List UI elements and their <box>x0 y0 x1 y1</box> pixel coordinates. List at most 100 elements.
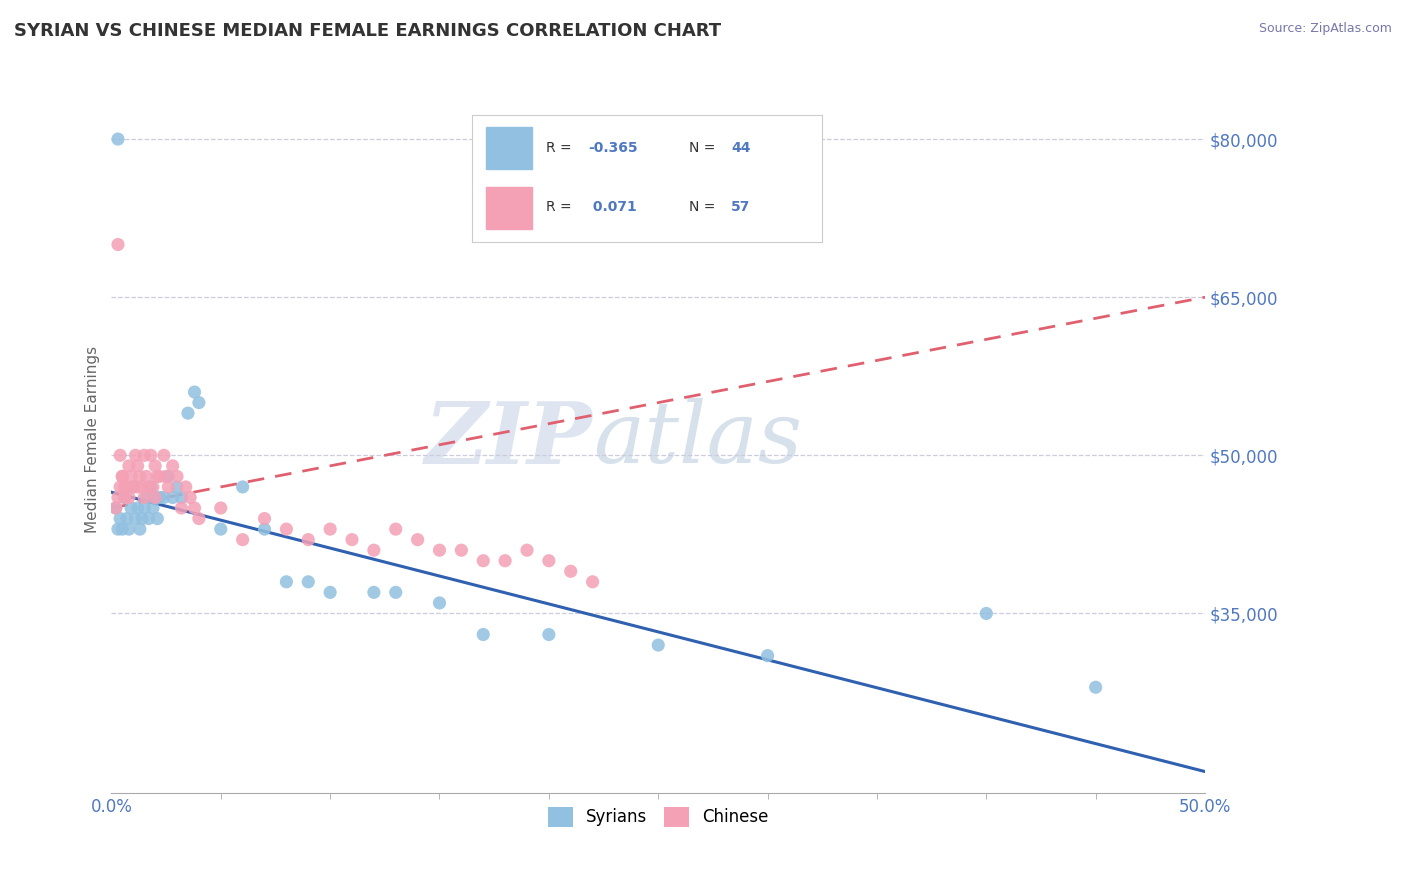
Point <box>1084 680 1107 694</box>
Point <box>340 533 363 547</box>
Legend: Syrians, Chinese: Syrians, Chinese <box>541 800 775 834</box>
Point <box>118 458 141 473</box>
Point <box>581 574 603 589</box>
Point <box>319 522 342 536</box>
Point <box>135 469 157 483</box>
Point <box>166 480 188 494</box>
Point <box>118 522 141 536</box>
Point <box>115 480 138 494</box>
Point <box>107 237 129 252</box>
Point <box>537 554 560 568</box>
Point <box>128 469 150 483</box>
Point <box>146 469 169 483</box>
Point <box>148 469 170 483</box>
Point <box>111 469 134 483</box>
Point <box>131 511 153 525</box>
Point <box>104 501 127 516</box>
Point <box>232 480 254 494</box>
Point <box>297 533 319 547</box>
Point <box>148 491 170 505</box>
Point <box>120 469 142 483</box>
Point <box>114 491 136 505</box>
Point <box>174 480 197 494</box>
Point <box>319 585 342 599</box>
Point <box>143 458 166 473</box>
Point <box>127 458 149 473</box>
Point <box>429 596 451 610</box>
Point <box>139 480 162 494</box>
Text: SYRIAN VS CHINESE MEDIAN FEMALE EARNINGS CORRELATION CHART: SYRIAN VS CHINESE MEDIAN FEMALE EARNINGS… <box>14 22 721 40</box>
Point <box>153 448 176 462</box>
Point <box>384 585 406 599</box>
Point <box>183 501 205 516</box>
Point <box>209 522 232 536</box>
Point <box>472 627 495 641</box>
Point <box>120 501 142 516</box>
Point <box>647 638 669 652</box>
Point <box>114 480 136 494</box>
Point <box>253 511 276 525</box>
Point <box>187 511 209 525</box>
Point <box>138 480 160 494</box>
Point <box>107 491 129 505</box>
Point <box>142 501 165 516</box>
Point <box>363 543 385 558</box>
Text: ZIP: ZIP <box>425 398 592 482</box>
Point <box>111 522 134 536</box>
Point <box>115 511 138 525</box>
Point <box>166 469 188 483</box>
Point <box>162 491 184 505</box>
Point <box>153 491 176 505</box>
Text: atlas: atlas <box>592 398 801 481</box>
Point <box>297 574 319 589</box>
Point <box>122 480 145 494</box>
Point <box>127 480 149 494</box>
Point <box>107 132 129 146</box>
Point <box>131 480 153 494</box>
Point <box>138 511 160 525</box>
Point <box>157 469 180 483</box>
Point <box>134 448 156 462</box>
Point <box>134 501 156 516</box>
Point <box>108 480 131 494</box>
Point <box>384 522 406 536</box>
Point <box>363 585 385 599</box>
Point <box>472 554 495 568</box>
Point <box>108 448 131 462</box>
Point <box>209 501 232 516</box>
Point <box>107 522 129 536</box>
Point <box>429 543 451 558</box>
Point <box>127 501 149 516</box>
Point <box>976 607 998 621</box>
Point <box>516 543 538 558</box>
Point <box>756 648 779 663</box>
Point <box>276 522 298 536</box>
Point <box>139 448 162 462</box>
Point <box>114 491 136 505</box>
Point <box>450 543 472 558</box>
Point <box>170 501 193 516</box>
Point <box>108 511 131 525</box>
Y-axis label: Median Female Earnings: Median Female Earnings <box>86 346 100 533</box>
Point <box>187 395 209 409</box>
Point <box>146 511 169 525</box>
Point <box>155 469 177 483</box>
Point <box>162 458 184 473</box>
Point <box>406 533 429 547</box>
Point <box>177 406 200 420</box>
Point <box>118 491 141 505</box>
Point <box>179 491 201 505</box>
Point <box>253 522 276 536</box>
Point <box>122 480 145 494</box>
Point <box>124 511 146 525</box>
Point <box>142 480 165 494</box>
Point <box>183 385 205 400</box>
Point <box>537 627 560 641</box>
Point <box>157 480 180 494</box>
Point <box>143 491 166 505</box>
Point <box>170 491 193 505</box>
Point <box>128 522 150 536</box>
Point <box>560 564 582 578</box>
Text: Source: ZipAtlas.com: Source: ZipAtlas.com <box>1258 22 1392 36</box>
Point <box>494 554 516 568</box>
